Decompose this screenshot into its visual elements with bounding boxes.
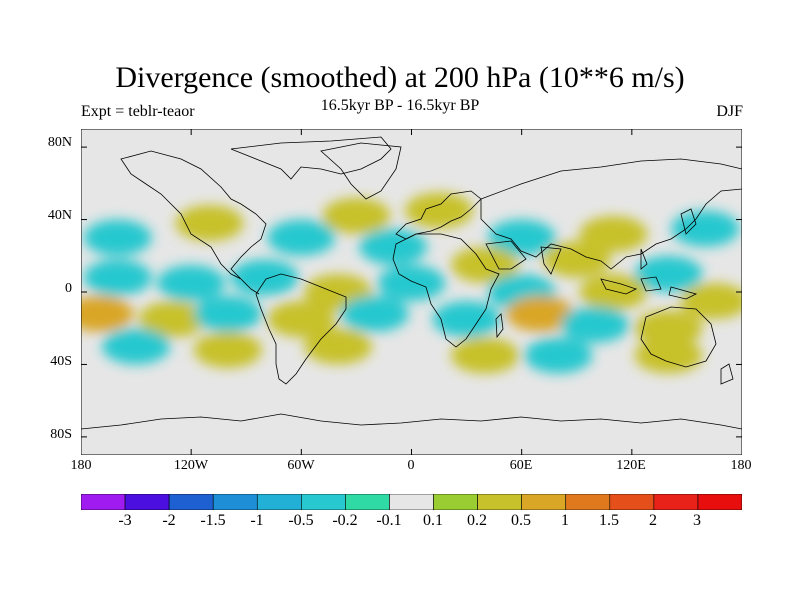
colorbar-box <box>124 494 170 510</box>
divergence-blob <box>579 216 648 253</box>
colorbar-label: -3 <box>118 512 132 529</box>
y-tick-label: 40N <box>47 208 72 223</box>
season-label: DJF <box>716 103 743 120</box>
y-tick-label: 40S <box>50 354 72 369</box>
colorbar-box <box>256 494 302 510</box>
divergence-blob <box>506 295 575 332</box>
divergence-blob <box>267 219 336 256</box>
axis-ticks <box>81 129 742 455</box>
y-tick-label: 80S <box>50 427 72 442</box>
coastlines <box>81 136 742 430</box>
colorbar-label: 3 <box>693 512 701 529</box>
divergence-blob <box>340 295 409 332</box>
divergence-blob <box>542 241 611 278</box>
map-title: Divergence (smoothed) at 200 hPa (10**6 … <box>115 61 685 94</box>
divergence-blob <box>304 328 373 365</box>
colorbar-label: -2 <box>162 512 176 529</box>
divergence-blob <box>680 283 742 320</box>
colorbar-label: -1.5 <box>200 512 226 529</box>
map-plot <box>81 129 742 455</box>
experiment-label: Expt = teblr-teaor <box>81 103 195 120</box>
y-tick-label: 80N <box>47 135 72 150</box>
x-tick-label: 120E <box>616 458 646 473</box>
colorbar-label: -0.5 <box>288 512 314 529</box>
colorbar-label: -0.2 <box>332 512 358 529</box>
divergence-blob <box>450 337 519 374</box>
colorbar-box <box>697 494 742 510</box>
divergence-blob <box>157 264 226 301</box>
colorbar-box <box>301 494 346 510</box>
colorbar-label: 1 <box>561 512 569 529</box>
colorbar-box <box>653 494 699 510</box>
x-tick-label: 60W <box>287 458 315 473</box>
divergence-blob <box>432 301 501 338</box>
colorbar-box <box>565 494 611 510</box>
x-tick-label: 60E <box>509 458 533 473</box>
colorbar-box <box>477 494 522 510</box>
divergence-blob <box>634 310 703 347</box>
colorbar-box <box>81 494 126 510</box>
divergence-blob <box>377 264 446 301</box>
x-tick-label: 180 <box>730 458 752 473</box>
divergence-blob <box>524 337 593 374</box>
divergence-blob <box>579 274 648 310</box>
colorbar-label: -1 <box>250 512 264 529</box>
colorbar-label: -0.1 <box>376 512 402 529</box>
divergence-blob <box>561 306 630 343</box>
colorbar-label: 0.2 <box>467 512 487 529</box>
divergence-field <box>81 192 742 374</box>
colorbar-label: 1.5 <box>599 512 619 529</box>
x-tick-label: 180 <box>70 458 92 473</box>
divergence-blob <box>634 255 703 292</box>
divergence-blob <box>230 259 299 296</box>
divergence-blob <box>267 301 336 338</box>
divergence-blob <box>175 205 244 242</box>
colorbar-box <box>345 494 390 510</box>
colorbar-box <box>609 494 655 510</box>
divergence-blob <box>450 246 519 283</box>
divergence-blob <box>359 228 428 265</box>
colorbar-box <box>521 494 567 510</box>
colorbar-box <box>433 494 478 510</box>
colorbar-label: 0.1 <box>423 512 443 529</box>
x-tick-label: 120W <box>173 458 209 473</box>
divergence-blob <box>193 295 262 332</box>
divergence-blob <box>193 331 262 368</box>
colorbar-box <box>168 494 214 510</box>
map-subtitle: 16.5kyr BP - 16.5kyr BP <box>320 97 480 114</box>
divergence-blob <box>81 295 134 332</box>
colorbar-label: 2 <box>649 512 657 529</box>
colorbar-box <box>212 494 258 510</box>
divergence-blob <box>405 192 474 229</box>
divergence-blob <box>634 337 703 374</box>
y-tick-label: 0 <box>65 281 72 296</box>
divergence-blob <box>102 328 171 365</box>
divergence-blob <box>83 219 152 256</box>
divergence-blob <box>83 259 152 296</box>
colorbar-box <box>389 494 434 510</box>
divergence-blob <box>138 301 207 338</box>
divergence-blob <box>487 219 556 256</box>
divergence-blob <box>671 210 740 247</box>
x-tick-label: 0 <box>407 458 415 473</box>
colorbar-label: 0.5 <box>511 512 531 529</box>
divergence-blob <box>322 197 391 234</box>
colorbar <box>81 494 742 510</box>
